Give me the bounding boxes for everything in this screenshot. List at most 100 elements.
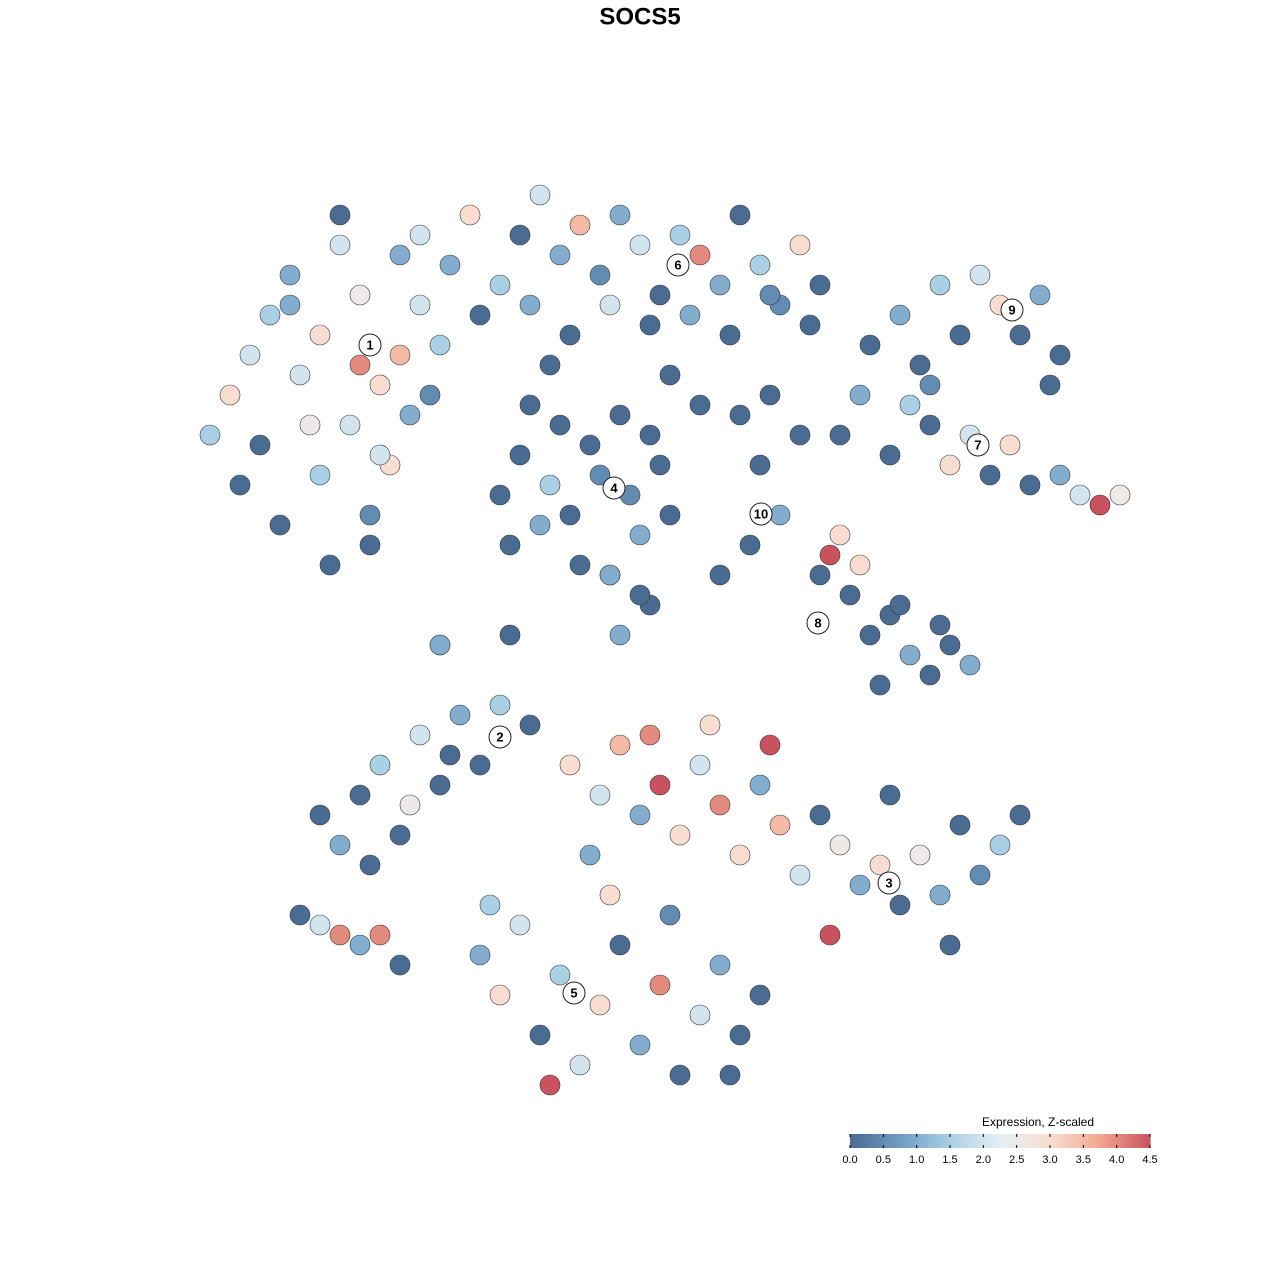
colorbar-swatch — [1072, 1134, 1076, 1148]
point — [849, 874, 871, 896]
cluster-label-bg — [358, 333, 382, 357]
point — [919, 414, 941, 436]
point — [629, 584, 651, 606]
point — [509, 914, 531, 936]
point — [539, 474, 561, 496]
point — [999, 434, 1021, 456]
point — [269, 514, 291, 536]
point — [689, 394, 711, 416]
colorbar-swatch — [917, 1134, 921, 1148]
point — [889, 594, 911, 616]
point — [579, 844, 601, 866]
point — [259, 304, 281, 326]
colorbar-swatch — [1025, 1134, 1029, 1148]
point — [589, 264, 611, 286]
colorbar-swatch — [1137, 1134, 1141, 1148]
point — [359, 854, 381, 876]
colorbar-swatch — [1015, 1134, 1019, 1148]
point — [889, 894, 911, 916]
colorbar-swatch — [977, 1134, 981, 1148]
colorbar-swatch — [1127, 1134, 1131, 1148]
point — [749, 254, 771, 276]
colorbar-tick-label: 0.0 — [842, 1154, 857, 1166]
point — [809, 564, 831, 586]
colorbar-swatch — [1117, 1134, 1121, 1148]
colorbar-tick-label: 1.5 — [942, 1154, 957, 1166]
point — [309, 324, 331, 346]
colorbar-tick-label: 4.0 — [1109, 1154, 1124, 1166]
colorbar-swatch — [877, 1134, 881, 1148]
point — [519, 294, 541, 316]
colorbar-swatch — [890, 1134, 894, 1148]
point — [649, 774, 671, 796]
colorbar-swatch — [1062, 1134, 1066, 1148]
point — [899, 394, 921, 416]
colorbar-swatch — [1102, 1134, 1106, 1148]
colorbar-tick-label: 2.0 — [976, 1154, 991, 1166]
colorbar-swatch — [932, 1134, 936, 1148]
point — [469, 944, 491, 966]
point — [329, 924, 351, 946]
point — [849, 554, 871, 576]
point — [489, 274, 511, 296]
point — [1009, 804, 1031, 826]
colorbar-swatch — [992, 1134, 996, 1148]
point — [559, 504, 581, 526]
colorbar-swatch — [1035, 1134, 1039, 1148]
colorbar-tick-label: 4.5 — [1142, 1154, 1157, 1166]
point — [539, 354, 561, 376]
point — [249, 434, 271, 456]
colorbar-tick-label: 0.5 — [876, 1154, 891, 1166]
point — [879, 444, 901, 466]
cluster-label-bg — [749, 502, 773, 526]
cluster-label: 1 — [366, 337, 373, 352]
point — [279, 294, 301, 316]
colorbar-swatch — [990, 1134, 994, 1148]
chart-title: SOCS5 — [599, 3, 680, 30]
point — [569, 214, 591, 236]
cluster-label-bg — [562, 981, 586, 1005]
point — [429, 774, 451, 796]
point — [1069, 484, 1091, 506]
point — [709, 794, 731, 816]
colorbar-tick-label: 1.0 — [909, 1154, 924, 1166]
colorbar-swatch — [902, 1134, 906, 1148]
point — [719, 1064, 741, 1086]
point — [1029, 284, 1051, 306]
point — [929, 884, 951, 906]
point — [359, 534, 381, 556]
point — [639, 314, 661, 336]
point — [329, 834, 351, 856]
point — [749, 984, 771, 1006]
point — [609, 404, 631, 426]
colorbar-tick-label: 2.5 — [1009, 1154, 1024, 1166]
colorbar-swatch — [1080, 1134, 1084, 1148]
colorbar-swatch — [1075, 1134, 1079, 1148]
colorbar-swatch — [922, 1134, 926, 1148]
point — [629, 234, 651, 256]
colorbar-swatch — [897, 1134, 901, 1148]
point — [349, 784, 371, 806]
point — [609, 624, 631, 646]
colorbar-swatch — [1022, 1134, 1026, 1148]
point — [959, 654, 981, 676]
colorbar-swatch — [1067, 1134, 1071, 1148]
point — [629, 524, 651, 546]
colorbar-swatch — [1097, 1134, 1101, 1148]
colorbar-swatch — [1017, 1134, 1021, 1148]
colorbar-swatch — [1030, 1134, 1034, 1148]
point — [639, 424, 661, 446]
colorbar-swatch — [1010, 1134, 1014, 1148]
point — [989, 834, 1011, 856]
colorbar-swatch — [997, 1134, 1001, 1148]
colorbar-swatch — [925, 1134, 929, 1148]
colorbar-swatch — [855, 1134, 859, 1148]
point — [599, 294, 621, 316]
point — [579, 434, 601, 456]
point — [409, 294, 431, 316]
point — [809, 804, 831, 826]
cluster-label: 2 — [496, 729, 503, 744]
cluster-label-bg — [806, 611, 830, 635]
colorbar-swatch — [935, 1134, 939, 1148]
point — [629, 804, 651, 826]
